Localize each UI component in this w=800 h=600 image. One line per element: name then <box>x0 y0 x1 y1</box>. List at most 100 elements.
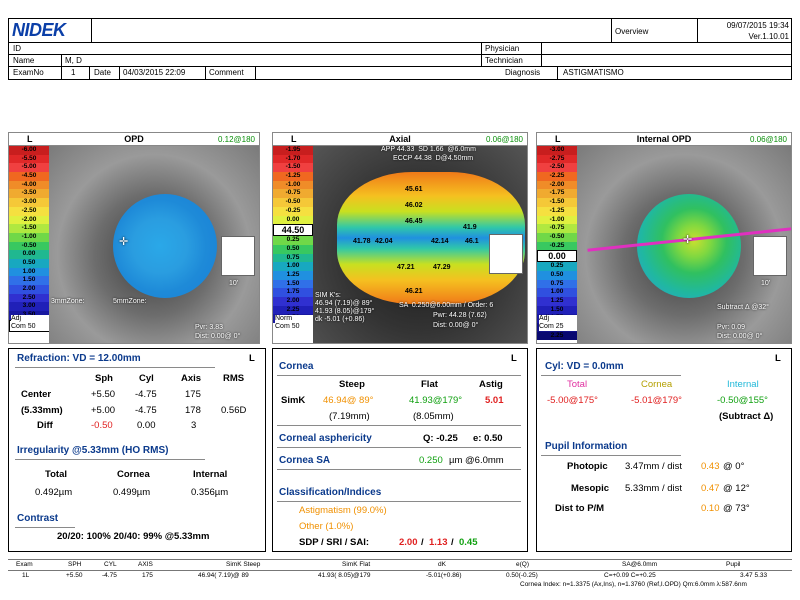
axial-value-label: 46.1 <box>465 238 479 245</box>
classification-title: Classification/Indices <box>279 487 382 498</box>
axial-value-label: 42.04 <box>375 238 393 245</box>
irregularity-title: Irregularity @5.33mm (HO RMS) <box>17 445 169 456</box>
contrast-value: 20/20: 100% 20/40: 99% @5.33mm <box>57 531 210 542</box>
opd-map[interactable]: L OPD 0.12@180 -6.00 -5.50 -5.00 -4.50 -4.00… <box>8 132 260 344</box>
zone-sph: +5.00 <box>91 405 116 416</box>
foot-axis-header: AXIS <box>138 561 153 568</box>
opd-pvr: Pvr: 3.83 <box>195 324 224 331</box>
axial-simk1: 46.94 (7.19)@ 89° <box>315 300 373 307</box>
scale-step: 1.25 <box>537 297 577 306</box>
scale-step: -5.50 <box>9 154 49 164</box>
irr-internal-header: Internal <box>193 469 228 480</box>
id-label: ID <box>13 44 21 53</box>
refraction-side: L <box>249 353 255 364</box>
axial-value-label: 46.02 <box>405 202 423 209</box>
software-version: Ver.1.10.01 <box>748 32 789 41</box>
mesopic-axis: @ 12° <box>723 483 750 494</box>
axial-title: Axial <box>389 134 411 144</box>
axial-value: 0.06@180 <box>485 135 523 144</box>
foot-sph-header: SPH <box>68 561 82 568</box>
internal-dist: Dist: 0.00@ 0° <box>717 333 763 340</box>
photopic-dist: 0.43 <box>701 461 720 472</box>
internal-pvr: Pvr: 0.09 <box>717 324 746 331</box>
opd-zone-left: 3mmZone: <box>51 298 85 305</box>
foot-steep-value: 46.94( 7.19)@ 89 <box>198 572 249 579</box>
scale-step: -0.50 <box>9 241 49 251</box>
axial-value-label: 46.45 <box>405 218 423 225</box>
scale-step: -4.50 <box>9 172 49 181</box>
cyl-subtract: (Subtract Δ) <box>719 411 774 422</box>
scale-step: -0.75 <box>273 189 313 199</box>
refraction-title: Refraction: VD = 12.00mm <box>17 353 141 364</box>
foot-eq-value: 0.50(-0.25) <box>506 572 538 579</box>
scale-step: 0.00 <box>537 250 577 263</box>
axial-color-scale[interactable]: -1.95 -1.70 -1.50 -1.25 -1.00 -0.75 -0.50 -0.25… <box>273 146 313 343</box>
irr-total-header: Total <box>45 469 67 480</box>
axial-simk2: 41.93 (8.05)@179° <box>315 308 375 315</box>
opd-scale-bar: 10' <box>229 280 239 287</box>
axial-value-label: 42.14 <box>431 238 449 245</box>
cyl-total-value: -5.00@175° <box>547 395 598 406</box>
scale-step: -3.50 <box>9 189 49 199</box>
axial-map[interactable]: L Axial 0.06@180 -1.95 -1.70 -1.50 -1.25 -1.… <box>272 132 528 344</box>
scale-step: -1.00 <box>537 215 577 225</box>
scale-step: -0.25 <box>537 241 577 251</box>
cornea-index-note: Cornea Index: n=1.3375 (Ax,Ins), n=1.376… <box>520 581 747 588</box>
scale-step: 1.50 <box>273 279 313 289</box>
scale-step: 0.00 <box>9 250 49 259</box>
foot-cyl-header: CYL <box>104 561 117 568</box>
scale-step: 1.50 <box>9 276 49 285</box>
opd-color-scale[interactable]: -6.00 -5.50 -5.00 -4.50 -4.00 -3.50 -3.00 -2.50… <box>9 146 49 343</box>
diff-cyl: 0.00 <box>137 420 156 431</box>
scale-step: 1.50 <box>537 305 577 315</box>
diff-axis: 3 <box>191 420 197 431</box>
name-row: Name M, D Technician <box>9 55 791 67</box>
scale-step: 1.75 <box>273 288 313 297</box>
scale-step: -2.75 <box>537 154 577 164</box>
comment-label: Comment <box>209 68 244 77</box>
scale-step: -1.50 <box>9 224 49 233</box>
center-axis: 175 <box>185 389 201 400</box>
internal-opd-map[interactable]: L Internal OPD 0.06@180 -3.00 -2.75 -2.50-… <box>536 132 792 344</box>
foot-axis-value: 175 <box>142 572 153 579</box>
cornea-sa-unit: µm @6.0mm <box>449 455 504 466</box>
scale-step: -1.95 <box>273 146 313 155</box>
scale-step: 2.00 <box>9 285 49 294</box>
scale-step: -0.75 <box>537 224 577 233</box>
foot-pupil-value: 3.47 5.33 <box>740 572 768 579</box>
name-label: Name <box>13 56 35 65</box>
internal-color-scale[interactable]: -3.00 -2.75 -2.50 -2.25 -2.00 -1.75 -1.50 -1.25… <box>537 146 577 343</box>
scale-step: 44.50 <box>273 224 313 237</box>
zone-axis: 178 <box>185 405 201 416</box>
foot-cyl-value: -4.75 <box>102 572 117 579</box>
scale-step: 0.50 <box>9 258 49 268</box>
examno-label: ExamNo <box>13 68 44 77</box>
foot-flat-value: 41.93( 8.05)@179 <box>318 572 371 579</box>
scale-step: 2.50 <box>9 293 49 303</box>
photopic-value: 3.47mm / dist <box>625 461 683 472</box>
zone-cyl: -4.75 <box>135 405 157 416</box>
scale-step: -3.00 <box>9 198 49 207</box>
scale-step: 1.25 <box>273 270 313 280</box>
foot-flat-header: SimK Flat <box>342 561 371 568</box>
axial-pwr: Pwr: 44.28 (7.62) <box>433 312 487 319</box>
internal-value: 0.06@180 <box>749 135 787 144</box>
cornea-panel: Cornea L Steep Flat Astig SimK 46.94@ 89… <box>272 348 528 552</box>
internal-thumbnail <box>753 236 787 276</box>
axial-value-label: 47.29 <box>433 264 451 271</box>
opd-mode-value: Com 50 <box>11 323 49 331</box>
crosshair-icon: ✛ <box>119 236 129 248</box>
irr-total-value: 0.492µm <box>35 487 73 498</box>
simk-flat: 41.93@179° <box>409 395 463 406</box>
axial-sa: SA 0.250@6.00mm / Order: 6 <box>399 302 494 309</box>
classification-astigmatism: Astigmatism (99.0%) <box>299 505 387 516</box>
axial-thumbnail <box>489 234 523 274</box>
photopic-axis: @ 0° <box>723 461 745 472</box>
dist-axis: @ 73° <box>723 503 750 514</box>
cornea-title: Cornea <box>279 361 314 372</box>
indices-label: SDP / SRI / SAI: <box>299 537 370 548</box>
photopic-label: Photopic <box>567 461 608 472</box>
foot-sa-value: C=+0.09 C=+0.25 <box>604 572 656 579</box>
axial-side: L <box>291 134 297 144</box>
scale-step: -1.70 <box>273 154 313 164</box>
